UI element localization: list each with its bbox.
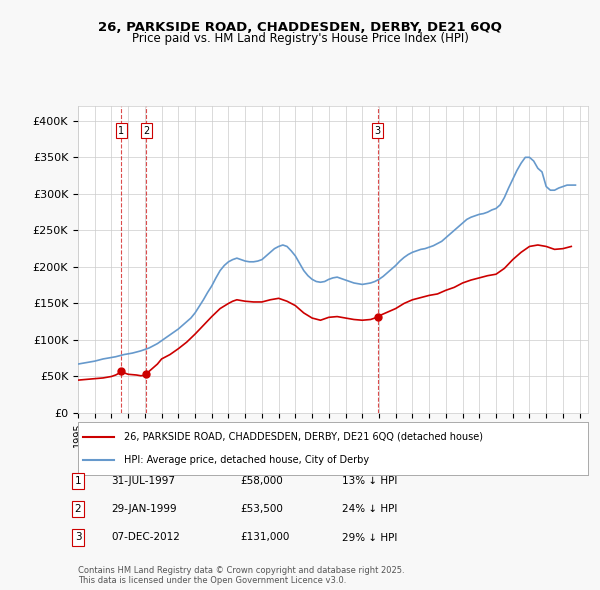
Text: Contains HM Land Registry data © Crown copyright and database right 2025.
This d: Contains HM Land Registry data © Crown c… [78, 566, 404, 585]
Text: 2: 2 [74, 504, 82, 514]
Text: 26, PARKSIDE ROAD, CHADDESDEN, DERBY, DE21 6QQ: 26, PARKSIDE ROAD, CHADDESDEN, DERBY, DE… [98, 21, 502, 34]
Text: 13% ↓ HPI: 13% ↓ HPI [342, 476, 397, 486]
Text: £58,000: £58,000 [240, 476, 283, 486]
Text: Price paid vs. HM Land Registry's House Price Index (HPI): Price paid vs. HM Land Registry's House … [131, 32, 469, 45]
Text: HPI: Average price, detached house, City of Derby: HPI: Average price, detached house, City… [124, 455, 369, 465]
Text: 24% ↓ HPI: 24% ↓ HPI [342, 504, 397, 514]
Text: 29% ↓ HPI: 29% ↓ HPI [342, 533, 397, 542]
Text: 07-DEC-2012: 07-DEC-2012 [111, 533, 180, 542]
Text: 26, PARKSIDE ROAD, CHADDESDEN, DERBY, DE21 6QQ (detached house): 26, PARKSIDE ROAD, CHADDESDEN, DERBY, DE… [124, 432, 483, 442]
Text: £53,500: £53,500 [240, 504, 283, 514]
Text: 3: 3 [374, 126, 381, 136]
Text: 1: 1 [74, 476, 82, 486]
Text: 31-JUL-1997: 31-JUL-1997 [111, 476, 175, 486]
Text: £131,000: £131,000 [240, 533, 289, 542]
Text: 3: 3 [74, 533, 82, 542]
Text: 29-JAN-1999: 29-JAN-1999 [111, 504, 176, 514]
Text: 2: 2 [143, 126, 149, 136]
Text: 1: 1 [118, 126, 124, 136]
